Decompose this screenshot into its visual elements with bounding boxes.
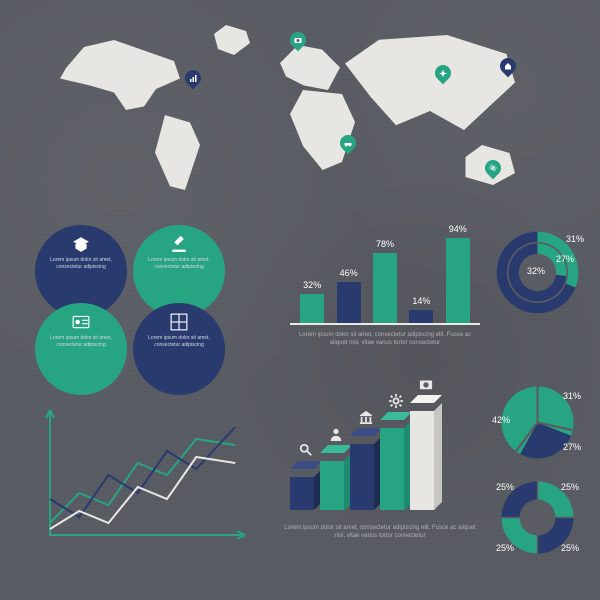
bar-chart-percentages: 32% 46% 78% 14% 94% Lorem ipsum dolor sit am… — [290, 230, 480, 360]
bar-78%: 78% — [373, 253, 397, 323]
circle-text: Lorem ipsum dolor sit amet, consectetur … — [141, 257, 217, 271]
bar-chart-caption: Lorem ipsum dolor sit amet, consectetur … — [290, 331, 480, 348]
bar-46%: 46% — [337, 282, 361, 323]
gear-icon — [389, 394, 403, 408]
bar-label: 14% — [412, 296, 430, 306]
camera-icon — [419, 377, 433, 391]
circle-text: Lorem ipsum dolor sit amet, consectetur … — [43, 257, 119, 271]
donut-center-label: 32% — [527, 266, 545, 276]
circle-id: Lorem ipsum dolor sit amet, consectetur … — [35, 303, 127, 395]
line-chart — [35, 400, 255, 550]
donut2-label-2: 25% — [561, 543, 579, 553]
bar3d-1 — [320, 453, 352, 511]
info-circles: Lorem ipsum dolor sit amet, consectetur … — [35, 225, 255, 375]
bar-label: 78% — [376, 239, 394, 249]
donut2-label-4: 25% — [496, 482, 514, 492]
bar3d-2 — [350, 436, 382, 510]
donut-outer-label: 31% — [566, 234, 584, 244]
bar-label: 46% — [340, 268, 358, 278]
gavel-icon — [170, 235, 188, 253]
pie-chart: 31% 27% 42% — [500, 385, 575, 460]
grid-icon — [170, 313, 188, 331]
circle-grid: Lorem ipsum dolor sit amet, consectetur … — [133, 303, 225, 395]
donut2-label-3: 25% — [496, 543, 514, 553]
bank-icon — [359, 410, 373, 424]
bar3d-0 — [290, 469, 322, 510]
bar3d-4 — [410, 403, 442, 510]
pie-label-1: 31% — [563, 391, 581, 401]
bar-chart-3d: Lorem ipsum dolor sit amet, consectetur … — [280, 400, 480, 560]
bar3d-caption: Lorem ipsum dolor sit amet, consectetur … — [280, 524, 480, 541]
pie-label-3: 42% — [492, 415, 510, 425]
circle-text: Lorem ipsum dolor sit amet, consectetur … — [43, 335, 119, 349]
bar-label: 32% — [303, 280, 321, 290]
donut2-label-1: 25% — [561, 482, 579, 492]
bar-14%: 14% — [409, 310, 433, 323]
donut-chart-nested: 31% 27% 32% — [495, 230, 580, 350]
bar-label: 94% — [449, 224, 467, 234]
id-icon — [72, 313, 90, 331]
map-pin-chart-icon — [182, 67, 205, 90]
pie-label-2: 27% — [563, 442, 581, 452]
search-icon — [299, 443, 313, 457]
graduation-icon — [72, 235, 90, 253]
bar3d-3 — [380, 420, 412, 511]
donut-chart-quarters: 25% 25% 25% 25% — [500, 480, 575, 555]
world-map — [40, 20, 560, 200]
person-icon — [329, 427, 343, 441]
bar-32%: 32% — [300, 294, 324, 323]
circle-text: Lorem ipsum dolor sit amet, consectetur … — [141, 335, 217, 349]
bar-94%: 94% — [446, 238, 470, 323]
donut-inner-label: 27% — [556, 254, 574, 264]
